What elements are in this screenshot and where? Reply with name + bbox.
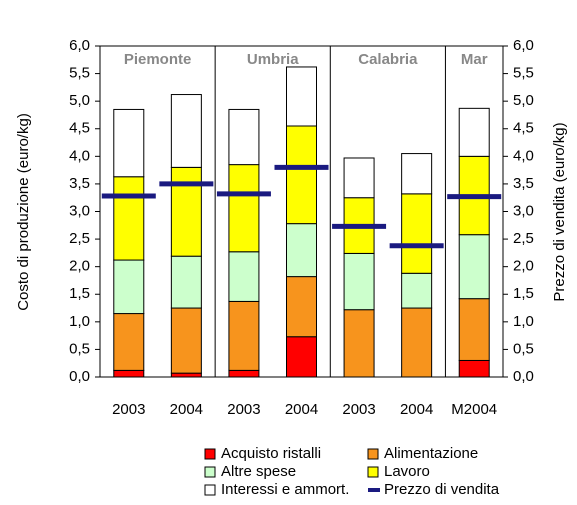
bar-segment (401, 193, 433, 274)
bar-segment (113, 369, 145, 378)
y-tick-label: 6,0 (69, 37, 90, 54)
group-label: Umbria (247, 51, 299, 68)
y-tick-label: 3,0 (69, 202, 90, 219)
bar-segment (458, 298, 490, 361)
y-tick-label: 0,5 (69, 340, 90, 357)
bar-segment (170, 372, 202, 378)
bar-segment (286, 66, 317, 127)
y2-tick-label: 1,0 (513, 313, 534, 330)
y-tick-label: 3,5 (69, 175, 90, 192)
y-tick-label: 4,0 (69, 147, 90, 164)
y2-tick-label: 3,0 (513, 202, 534, 219)
bar-segment (286, 223, 317, 278)
bar-segment (228, 251, 260, 302)
bar-segment (458, 359, 490, 378)
x-tick-label: 2003 (227, 401, 260, 418)
legend-label: Acquisto ristalli (221, 445, 321, 462)
bar-segment (401, 153, 433, 195)
plot-frame (99, 45, 504, 378)
bar-segment (170, 166, 202, 257)
y2-tick-label: 5,5 (513, 65, 534, 82)
bar-segment (458, 234, 490, 300)
legend-swatch (204, 484, 216, 496)
y2-axis-title: Prezzo di vendita (euro/kg) (551, 122, 568, 301)
y-tick-label: 0,0 (69, 368, 90, 385)
y-tick-label: 2,5 (69, 230, 90, 247)
y-tick-label: 5,5 (69, 65, 90, 82)
bar-segment (343, 252, 375, 311)
legend-swatch (367, 466, 379, 478)
x-tick-label: 2004 (285, 401, 318, 418)
group-label: Piemonte (124, 51, 192, 68)
bar-segment (286, 276, 317, 338)
bar-segment (113, 313, 145, 371)
x-tick-label: 2003 (342, 401, 375, 418)
legend-label: Altre spese (221, 463, 296, 480)
bar-segment (228, 108, 260, 166)
bar-segment (343, 157, 375, 199)
bar-segment (458, 107, 490, 157)
x-tick-label: M2004 (451, 401, 497, 418)
bar-segment (228, 300, 260, 371)
bar-segment (401, 272, 433, 309)
bar-segment (170, 307, 202, 374)
y2-tick-label: 2,5 (513, 230, 534, 247)
bar-segment (343, 309, 375, 378)
bar-segment (113, 108, 145, 178)
x-tick-label: 2004 (170, 401, 203, 418)
bar-segment (401, 307, 433, 378)
legend-swatch (204, 466, 216, 478)
bar-segment (113, 259, 145, 315)
y2-tick-label: 0,0 (513, 368, 534, 385)
y-tick-label: 4,5 (69, 120, 90, 137)
y2-tick-label: 0,5 (513, 340, 534, 357)
y-axis-title: Costo di produzione (euro/kg) (15, 113, 32, 311)
group-label: Calabria (358, 51, 418, 68)
x-tick-label: 2004 (400, 401, 433, 418)
y-tick-label: 2,0 (69, 258, 90, 275)
y2-tick-label: 6,0 (513, 37, 534, 54)
bar-segment (286, 336, 317, 378)
legend-label: Alimentazione (384, 445, 478, 462)
y-tick-label: 1,5 (69, 285, 90, 302)
bar-segment (228, 164, 260, 253)
legend-swatch (204, 448, 216, 460)
y2-tick-label: 1,5 (513, 285, 534, 302)
x-tick-label: 2003 (112, 401, 145, 418)
y-tick-label: 1,0 (69, 313, 90, 330)
bar-segment (228, 369, 260, 378)
y-tick-label: 5,0 (69, 92, 90, 109)
legend-label: Prezzo di vendita (384, 481, 500, 498)
y2-tick-label: 4,0 (513, 147, 534, 164)
y2-tick-label: 5,0 (513, 92, 534, 109)
bar-segment (113, 176, 145, 261)
group-label: Mar (461, 51, 488, 68)
bar-segment (286, 125, 317, 225)
legend-label: Interessi e ammort. (221, 481, 349, 498)
bar-segment (170, 255, 202, 309)
legend-label: Lavoro (384, 463, 430, 480)
y2-tick-label: 3,5 (513, 175, 534, 192)
y2-tick-label: 4,5 (513, 120, 534, 137)
y2-tick-label: 2,0 (513, 258, 534, 275)
legend-swatch (367, 448, 379, 460)
bar-segment (170, 94, 202, 168)
